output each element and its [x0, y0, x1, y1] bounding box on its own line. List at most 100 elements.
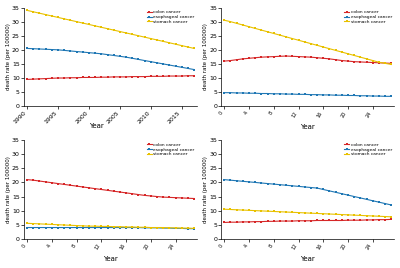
Text: Year: Year [89, 123, 104, 129]
stomach cancer [192, 47, 196, 50]
stomach cancer [74, 20, 79, 23]
colon cancer [50, 181, 54, 184]
Y-axis label: death rate (per 100000): death rate (per 100000) [6, 23, 10, 90]
colon cancer [56, 182, 60, 185]
esophageal cancer [25, 47, 30, 50]
esophageal cancer [93, 52, 98, 55]
stomach cancer [259, 209, 264, 213]
stomach cancer [68, 224, 73, 227]
colon cancer [247, 57, 252, 60]
Y-axis label: death rate (per 100000): death rate (per 100000) [6, 156, 10, 223]
stomach cancer [80, 21, 85, 25]
colon cancer [352, 60, 357, 63]
stomach cancer [99, 225, 104, 228]
colon cancer [376, 218, 381, 221]
esophageal cancer [148, 226, 153, 229]
esophageal cancer [296, 93, 301, 96]
esophageal cancer [118, 55, 122, 58]
X-axis label: Year: Year [300, 256, 315, 262]
colon cancer [259, 220, 264, 223]
stomach cancer [278, 210, 282, 213]
stomach cancer [247, 25, 252, 28]
stomach cancer [352, 214, 357, 217]
stomach cancer [302, 40, 307, 43]
stomach cancer [155, 38, 160, 42]
colon cancer [290, 219, 295, 223]
colon cancer [240, 220, 245, 224]
stomach cancer [383, 215, 388, 218]
stomach cancer [161, 40, 166, 43]
colon cancer [118, 191, 122, 194]
esophageal cancer [358, 94, 363, 97]
stomach cancer [352, 54, 357, 57]
colon cancer [222, 221, 227, 224]
Line: stomach cancer: stomach cancer [26, 222, 195, 230]
esophageal cancer [56, 48, 60, 51]
Legend: colon cancer, esophageal cancer, stomach cancer: colon cancer, esophageal cancer, stomach… [344, 10, 392, 24]
esophageal cancer [37, 226, 42, 229]
stomach cancer [271, 210, 276, 213]
esophageal cancer [130, 57, 135, 60]
Legend: colon cancer, esophageal cancer, stomach cancer: colon cancer, esophageal cancer, stomach… [146, 10, 195, 24]
esophageal cancer [222, 91, 227, 94]
esophageal cancer [383, 202, 388, 205]
colon cancer [56, 76, 60, 80]
stomach cancer [364, 57, 369, 61]
esophageal cancer [370, 199, 375, 202]
esophageal cancer [62, 49, 67, 52]
colon cancer [340, 59, 344, 62]
esophageal cancer [234, 179, 239, 182]
esophageal cancer [253, 92, 258, 95]
colon cancer [278, 55, 282, 58]
stomach cancer [56, 16, 60, 19]
stomach cancer [68, 19, 73, 22]
stomach cancer [86, 225, 91, 228]
colon cancer [253, 56, 258, 59]
stomach cancer [308, 211, 313, 215]
colon cancer [389, 62, 394, 65]
esophageal cancer [222, 178, 227, 181]
esophageal cancer [86, 226, 91, 229]
stomach cancer [240, 209, 245, 212]
colon cancer [99, 188, 104, 191]
stomach cancer [136, 34, 141, 37]
colon cancer [43, 77, 48, 80]
esophageal cancer [105, 53, 110, 56]
esophageal cancer [86, 51, 91, 54]
Legend: colon cancer, esophageal cancer, stomach cancer: colon cancer, esophageal cancer, stomach… [344, 142, 392, 157]
stomach cancer [118, 225, 122, 228]
colon cancer [352, 219, 357, 222]
Line: colon cancer: colon cancer [223, 55, 393, 65]
stomach cancer [99, 26, 104, 29]
stomach cancer [327, 213, 332, 216]
colon cancer [37, 179, 42, 183]
stomach cancer [50, 14, 54, 18]
stomach cancer [308, 42, 313, 45]
esophageal cancer [265, 182, 270, 185]
colon cancer [179, 75, 184, 78]
esophageal cancer [247, 92, 252, 95]
esophageal cancer [284, 92, 288, 96]
stomach cancer [290, 211, 295, 214]
Line: colon cancer: colon cancer [26, 75, 195, 81]
colon cancer [37, 77, 42, 80]
stomach cancer [340, 213, 344, 216]
esophageal cancer [192, 68, 196, 71]
colon cancer [346, 59, 350, 63]
stomach cancer [74, 224, 79, 227]
esophageal cancer [142, 226, 147, 229]
esophageal cancer [124, 226, 128, 229]
colon cancer [315, 56, 320, 59]
stomach cancer [222, 19, 227, 22]
esophageal cancer [62, 226, 67, 229]
esophageal cancer [321, 188, 326, 191]
stomach cancer [321, 212, 326, 215]
stomach cancer [296, 39, 301, 42]
Line: stomach cancer: stomach cancer [26, 9, 195, 50]
esophageal cancer [111, 54, 116, 57]
colon cancer [383, 61, 388, 65]
esophageal cancer [68, 49, 73, 53]
colon cancer [259, 55, 264, 59]
stomach cancer [259, 28, 264, 32]
esophageal cancer [173, 227, 178, 230]
